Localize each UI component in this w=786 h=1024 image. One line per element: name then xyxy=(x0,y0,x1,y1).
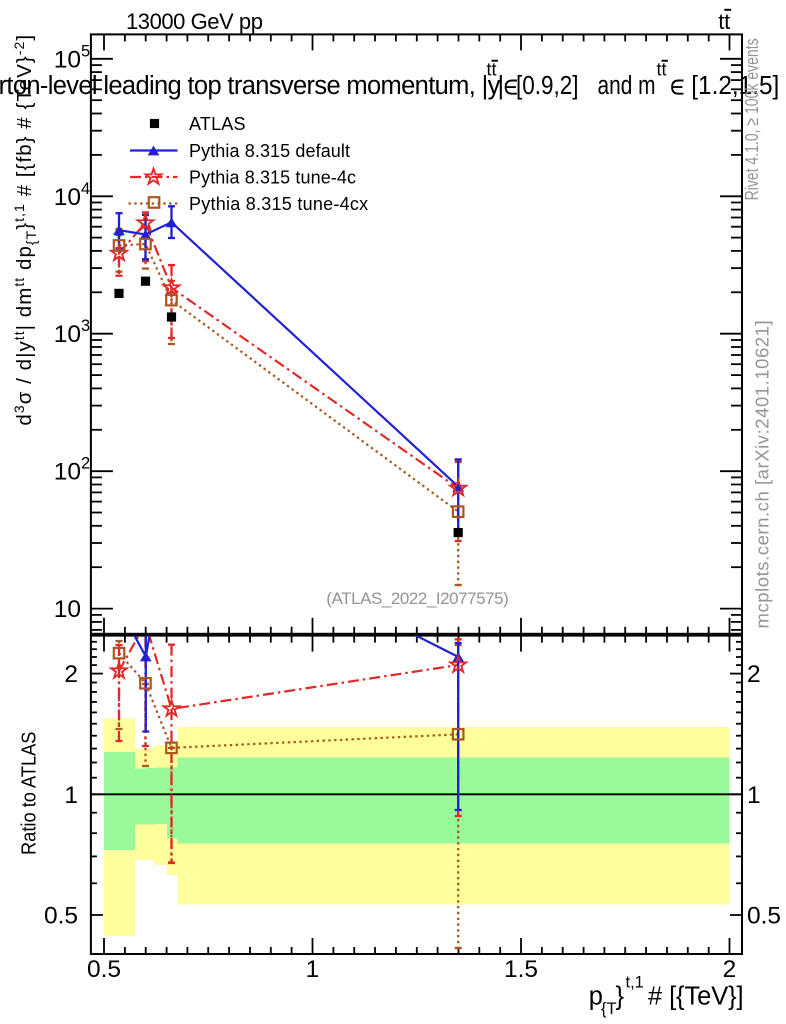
svg-text:2: 2 xyxy=(747,661,761,688)
svg-text:Pythia 8.315 default: Pythia 8.315 default xyxy=(189,141,350,161)
svg-text:Pythia 8.315 tune-4cx: Pythia 8.315 tune-4cx xyxy=(189,194,368,214)
svg-text:10: 10 xyxy=(54,184,81,211)
svg-text:Pythia 8.315 tune-4c: Pythia 8.315 tune-4c xyxy=(189,167,356,187)
svg-text:3: 3 xyxy=(81,317,90,335)
svg-text:{T: {T xyxy=(601,1000,617,1018)
svg-text:13000 GeV pp: 13000 GeV pp xyxy=(126,9,263,34)
svg-text:[1.2,1.5]: [1.2,1.5] xyxy=(691,72,779,100)
svg-text:10: 10 xyxy=(54,459,81,486)
svg-text:(ATLAS_2022_I2077575): (ATLAS_2022_I2077575) xyxy=(326,589,508,608)
svg-text:2: 2 xyxy=(64,661,78,688)
svg-text:10: 10 xyxy=(54,46,81,73)
svg-text:p: p xyxy=(589,983,603,1011)
svg-text:}: } xyxy=(616,983,625,1011)
svg-text:0.5: 0.5 xyxy=(44,903,78,930)
svg-text:Rivet 4.1.0, ≥ 100k events: Rivet 4.1.0, ≥ 100k events xyxy=(741,38,762,200)
svg-text:2: 2 xyxy=(723,956,737,983)
svg-text:10: 10 xyxy=(54,596,81,623)
svg-text:tt: tt xyxy=(487,60,497,80)
svg-text:1: 1 xyxy=(64,782,78,809)
svg-text:Ratio to ATLAS: Ratio to ATLAS xyxy=(19,732,41,856)
svg-text:1.5: 1.5 xyxy=(504,956,538,983)
svg-text:mcplots.cern.ch [arXiv:2401.10: mcplots.cern.ch [arXiv:2401.10621] xyxy=(752,320,773,629)
svg-text:tt: tt xyxy=(657,60,667,80)
svg-text:0.5: 0.5 xyxy=(747,903,781,930)
svg-text:d3σ / d|ytt| dmtt dp{T}t,1 # [: d3σ / d|ytt| dmtt dp{T}t,1 # [{fb} # {Te… xyxy=(11,34,39,426)
svg-text:ATLAS: ATLAS xyxy=(189,114,246,134)
svg-text:tt: tt xyxy=(718,9,730,34)
svg-text:10: 10 xyxy=(54,321,81,348)
svg-text:parton-level leading top trans: parton-level leading top transverse mome… xyxy=(0,72,501,100)
svg-text:[0.9,2]: [0.9,2] xyxy=(516,72,579,100)
svg-text:1: 1 xyxy=(747,782,761,809)
svg-text:5: 5 xyxy=(81,42,90,60)
svg-text:# [{TeV}]: # [{TeV}] xyxy=(648,983,744,1011)
svg-text:t,1: t,1 xyxy=(626,974,644,992)
svg-text:1: 1 xyxy=(306,956,320,983)
svg-text:0.5: 0.5 xyxy=(87,956,121,983)
svg-text:and m: and m xyxy=(598,72,656,100)
svg-text:2: 2 xyxy=(81,455,90,473)
svg-text:4: 4 xyxy=(81,180,90,198)
svg-text:|: | xyxy=(498,72,505,100)
